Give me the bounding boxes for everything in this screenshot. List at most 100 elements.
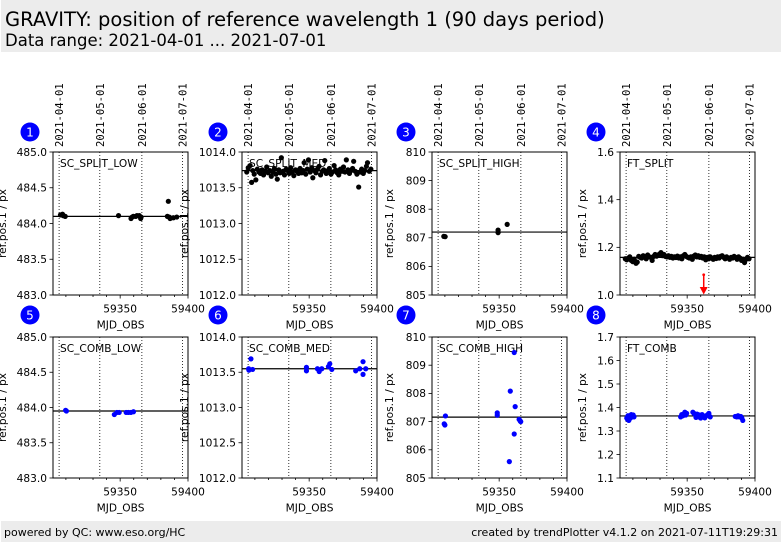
data-point: [270, 169, 276, 175]
data-points: [441, 349, 524, 465]
data-point: [368, 166, 374, 172]
data-point: [166, 214, 172, 220]
y-tick-label: 1.7: [597, 332, 614, 344]
data-point: [441, 233, 447, 239]
data-point: [677, 254, 683, 260]
panel-number-badge: 7: [396, 305, 416, 325]
data-point: [738, 257, 745, 264]
x-axis-label: MJD_OBS: [97, 503, 145, 515]
y-tick-label: 485.0: [17, 332, 48, 344]
data-point: [738, 413, 744, 420]
data-point: [743, 256, 749, 262]
data-point: [627, 254, 633, 260]
y-tick-label: 1.4: [597, 402, 614, 414]
data-point: [494, 412, 500, 418]
data-point: [631, 414, 637, 420]
data-point: [357, 366, 363, 372]
data-point: [327, 361, 333, 367]
data-point: [265, 170, 271, 176]
data-point: [57, 212, 64, 218]
data-point: [360, 371, 366, 377]
date-marker-label: 2021-06-01: [326, 83, 338, 147]
data-point: [280, 168, 286, 174]
data-point: [111, 411, 117, 418]
y-tick-label: 484.0: [17, 218, 48, 230]
y-tick-label: 1.2: [597, 449, 614, 461]
data-point: [271, 165, 278, 172]
data-point: [260, 172, 267, 178]
data-point: [718, 253, 724, 259]
data-point: [319, 168, 325, 174]
y-tick-label: 809: [406, 175, 426, 187]
badge-circle: [208, 305, 228, 325]
data-point: [733, 254, 739, 260]
data-point: [646, 254, 652, 260]
data-point: [321, 167, 327, 173]
data-point: [706, 256, 712, 262]
data-point: [709, 255, 715, 261]
data-point: [685, 254, 691, 260]
panel-number-badge: 4: [586, 122, 606, 142]
y-tick-label: 1013.5: [199, 367, 236, 379]
data-point: [59, 211, 66, 217]
data-point: [691, 253, 697, 259]
data-point: [719, 253, 725, 259]
data-point: [628, 257, 634, 264]
data-point: [507, 388, 513, 394]
data-point: [170, 215, 176, 221]
data-point: [727, 256, 733, 262]
data-point: [286, 170, 292, 177]
created-by-text: created by trendPlotter v4.1.2 on 2021-0…: [471, 526, 778, 539]
data-point: [325, 364, 332, 370]
x-axis-label: MJD_OBS: [664, 503, 712, 515]
date-marker-label: 2021-06-01: [137, 83, 149, 147]
panel-ft-split: 4 2021-04-01 2021-05-01 2021-06-01 2021-07-0…: [577, 83, 772, 331]
data-point: [442, 413, 449, 419]
data-point: [346, 170, 353, 177]
data-point: [249, 366, 256, 373]
x-tick-label: 59400: [171, 487, 205, 499]
x-axis-label: MJD_OBS: [286, 320, 334, 332]
data-point: [354, 171, 360, 177]
y-tick-label: 1.0: [597, 290, 614, 302]
data-point: [721, 254, 727, 260]
y-tick-label: 484.5: [17, 183, 47, 195]
data-point: [441, 421, 447, 427]
y-axis-label: ref.pos.1 / px: [179, 373, 191, 442]
date-marker-label: 2021-05-01: [662, 83, 674, 147]
badge-circle: [20, 305, 40, 325]
data-point: [294, 168, 300, 174]
data-point: [683, 412, 689, 418]
data-point: [734, 414, 740, 420]
data-point: [329, 169, 336, 175]
data-point: [662, 253, 669, 259]
data-point: [264, 164, 270, 170]
data-point: [694, 254, 700, 260]
data-point: [130, 409, 137, 415]
x-tick-label: 59400: [550, 487, 584, 499]
panel-sc-comb-med: 6 SC_COMB_MED 1012.0 1012.5 1013.0 1013.5 1014…: [179, 305, 394, 515]
x-tick-label: 59350: [103, 487, 137, 499]
data-point: [314, 166, 321, 172]
data-point: [511, 431, 517, 437]
data-point: [716, 255, 722, 261]
data-point: [728, 254, 734, 260]
data-point: [746, 256, 752, 262]
data-point: [276, 167, 282, 173]
data-point: [303, 171, 309, 177]
data-point: [125, 409, 132, 416]
data-point: [624, 416, 631, 422]
data-point: [245, 165, 251, 171]
data-point: [648, 254, 654, 260]
y-tick-label: 1012.0: [199, 473, 236, 485]
data-point: [736, 414, 743, 420]
data-point: [670, 255, 676, 261]
data-point: [366, 168, 372, 174]
data-point: [331, 162, 337, 169]
data-point: [637, 254, 643, 260]
y-tick-label: 483.0: [17, 473, 48, 485]
plot-frame: [431, 151, 568, 296]
y-tick-label: 1.5: [597, 379, 614, 391]
y-tick-label: 484.5: [17, 367, 47, 379]
